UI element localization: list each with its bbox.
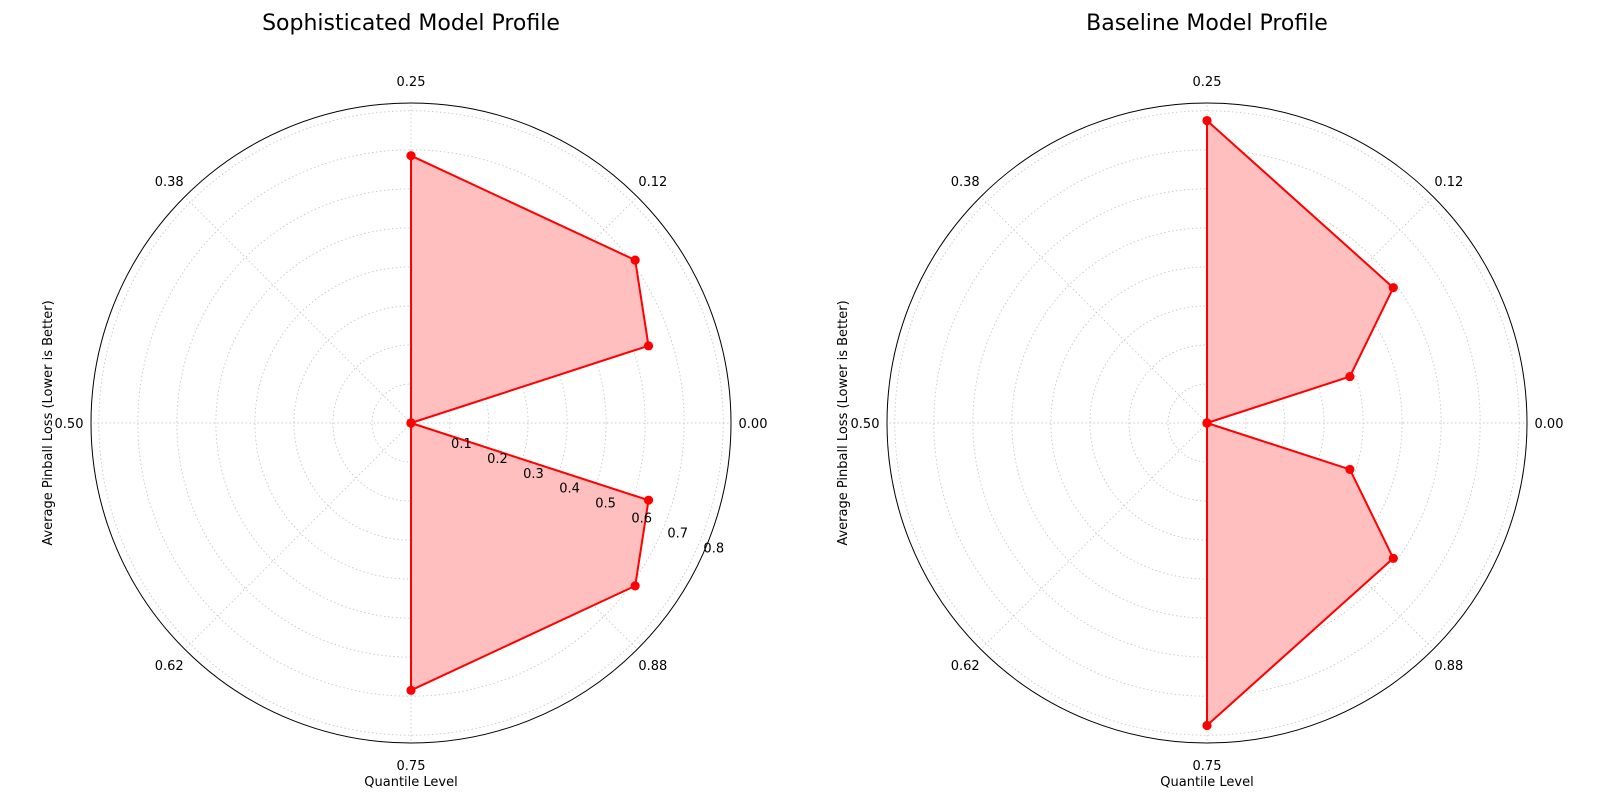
data-point <box>1388 553 1398 563</box>
radial-gridline <box>176 188 646 658</box>
angular-tick-label: 0.38 <box>155 175 184 190</box>
y-axis-label: Average Pinball Loss (Lower is Better) <box>836 300 851 545</box>
angular-gridline <box>980 196 1208 424</box>
angular-tick-label: 0.88 <box>1434 659 1463 674</box>
data-point <box>1388 283 1398 293</box>
series-area <box>1207 120 1394 726</box>
data-point <box>1202 720 1212 731</box>
angular-tick-label: 0.50 <box>851 417 880 432</box>
angular-tick-label: 0.62 <box>155 659 184 674</box>
data-point <box>406 418 416 428</box>
radial-gridline <box>1128 344 1286 502</box>
data-point <box>1345 371 1355 382</box>
radial-gridline <box>215 227 607 619</box>
polar-frame <box>90 102 732 744</box>
radial-tick-label: 0.5 <box>595 497 616 512</box>
data-point <box>406 685 416 695</box>
angular-gridline <box>184 422 412 650</box>
polar-frame <box>886 102 1528 744</box>
angular-tick-label: 0.12 <box>1434 175 1463 190</box>
angular-tick-label: 0.25 <box>1193 75 1222 90</box>
angular-gridline <box>980 422 1208 650</box>
x-axis-label: Quantile Level <box>364 775 457 790</box>
radial-tick-label: 0.8 <box>703 541 724 556</box>
radial-tick-label: 0.7 <box>667 527 688 542</box>
y-axis-label: Average Pinball Loss (Lower is Better) <box>41 300 56 545</box>
baseline-radar-panel: Baseline Model Profile Quantile Level Av… <box>836 11 1563 790</box>
angular-tick-label: 0.75 <box>1193 759 1222 774</box>
data-point <box>1202 418 1212 428</box>
radial-tick-label: 0.1 <box>451 437 472 452</box>
angular-tick-label: 0.50 <box>55 417 84 432</box>
series-markers <box>1202 115 1398 731</box>
data-point <box>643 495 654 505</box>
data-point <box>1202 115 1212 126</box>
angular-tick-label: 0.62 <box>951 659 980 674</box>
angular-tick-label: 0.00 <box>739 417 768 432</box>
angular-tick-label: 0.25 <box>397 75 426 90</box>
series-markers <box>406 151 654 695</box>
radial-tick-label: 0.3 <box>523 467 544 482</box>
radial-tick-label: 0.2 <box>487 452 508 467</box>
data-point <box>1345 464 1355 475</box>
chart-title: Baseline Model Profile <box>1086 11 1328 36</box>
angular-gridline <box>184 196 412 424</box>
angular-tick-label: 0.38 <box>951 175 980 190</box>
x-axis-label: Quantile Level <box>1160 775 1253 790</box>
angular-tick-label: 0.88 <box>638 659 667 674</box>
angular-tick-label: 0.00 <box>1535 417 1564 432</box>
radial-gridline <box>972 188 1442 658</box>
data-point <box>630 581 640 591</box>
angular-tick-label: 0.75 <box>397 759 426 774</box>
radial-gridline <box>1011 227 1403 619</box>
sophisticated-radar-panel: Sophisticated Model Profile Quantile Lev… <box>41 11 767 790</box>
chart-title: Sophisticated Model Profile <box>262 11 560 36</box>
data-point <box>406 151 416 161</box>
radial-tick-label: 0.4 <box>559 482 580 497</box>
data-point <box>643 341 654 351</box>
radial-tick-label: 0.6 <box>631 512 652 527</box>
series-area <box>411 155 649 691</box>
angular-tick-label: 0.12 <box>638 175 667 190</box>
data-point <box>630 255 640 265</box>
radial-gridline <box>332 344 490 502</box>
